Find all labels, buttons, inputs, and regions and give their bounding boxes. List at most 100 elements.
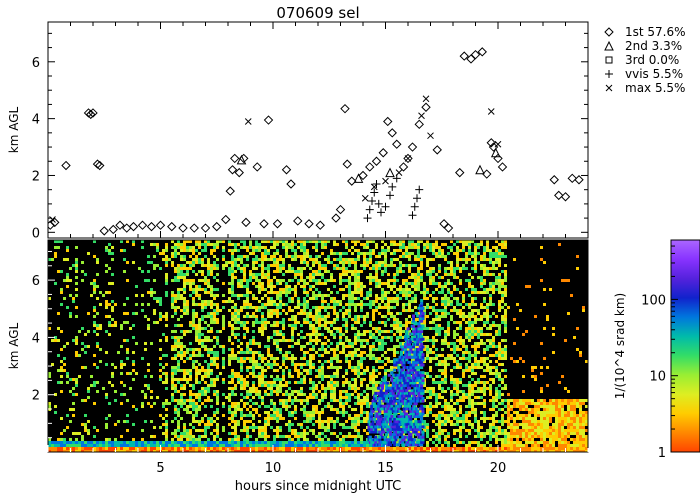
backscatter-cell	[183, 282, 186, 285]
backscatter-cell	[477, 330, 480, 333]
backscatter-cell	[297, 246, 300, 249]
backscatter-cell	[75, 267, 78, 270]
max-point	[428, 133, 434, 139]
backscatter-cell	[306, 399, 309, 402]
backscatter-cell	[174, 330, 177, 333]
backscatter-cell	[351, 318, 354, 321]
backscatter-cell	[165, 423, 168, 426]
backscatter-cell	[378, 321, 381, 324]
backscatter-cell	[54, 339, 57, 342]
backscatter-cell	[465, 369, 468, 372]
backscatter-cell	[201, 420, 204, 423]
backscatter-cell	[363, 333, 366, 336]
backscatter-cell	[324, 420, 327, 423]
1st-point	[260, 220, 268, 228]
backscatter-cell	[468, 321, 471, 324]
backscatter-cell	[78, 447, 81, 450]
backscatter-cell	[150, 444, 153, 447]
backscatter-cell	[276, 363, 279, 366]
backscatter-cell	[255, 441, 258, 444]
backscatter-cell	[261, 267, 264, 270]
backscatter-cell	[231, 285, 234, 288]
backscatter-cell	[306, 315, 309, 318]
backscatter-cell	[444, 360, 447, 363]
backscatter-cell	[162, 447, 165, 450]
backscatter-cell	[333, 384, 336, 387]
backscatter-cell	[318, 339, 321, 342]
backscatter-cell	[174, 390, 177, 393]
backscatter-cell	[174, 276, 177, 279]
backscatter-cell	[234, 393, 237, 396]
backscatter-cell	[318, 348, 321, 351]
backscatter-cell	[60, 360, 63, 363]
backscatter-cell	[246, 285, 249, 288]
backscatter-cell	[363, 246, 366, 249]
backscatter-cell	[279, 330, 282, 333]
backscatter-cell	[171, 447, 174, 450]
backscatter-cell	[381, 354, 384, 357]
backscatter-cell	[336, 381, 339, 384]
backscatter-cell	[309, 312, 312, 315]
backscatter-cell	[477, 429, 480, 432]
backscatter-cell	[294, 276, 297, 279]
backscatter-cell	[315, 321, 318, 324]
backscatter-cell	[213, 351, 216, 354]
backscatter-cell	[243, 384, 246, 387]
backscatter-cell	[135, 444, 138, 447]
backscatter-cell	[399, 270, 402, 273]
backscatter-cell	[231, 267, 234, 270]
backscatter-cell	[321, 318, 324, 321]
backscatter-cell	[438, 429, 441, 432]
backscatter-cell	[456, 387, 459, 390]
backscatter-cell	[444, 309, 447, 312]
backscatter-cell	[351, 324, 354, 327]
backscatter-cell	[177, 414, 180, 417]
backscatter-cell	[96, 429, 99, 432]
backscatter-cell	[306, 363, 309, 366]
backscatter-cell	[297, 399, 300, 402]
backscatter-cell	[360, 402, 363, 405]
backscatter-cell	[381, 360, 384, 363]
backscatter-cell	[339, 276, 342, 279]
backscatter-cell	[276, 261, 279, 264]
backscatter-cell	[402, 324, 405, 327]
backscatter-cell	[183, 267, 186, 270]
backscatter-cell	[471, 441, 474, 444]
backscatter-cell	[213, 303, 216, 306]
backscatter-cell	[63, 444, 66, 447]
backscatter-cell	[243, 381, 246, 384]
backscatter-cell	[339, 273, 342, 276]
backscatter-cell	[141, 309, 144, 312]
backscatter-cell	[354, 351, 357, 354]
backscatter-cell	[81, 447, 84, 450]
backscatter-cell	[135, 285, 138, 288]
backscatter-cell	[345, 243, 348, 246]
backscatter-cell	[432, 279, 435, 282]
backscatter-cell	[342, 261, 345, 264]
backscatter-cell	[243, 429, 246, 432]
backscatter-cell	[279, 339, 282, 342]
backscatter-cell	[270, 393, 273, 396]
backscatter-cell	[231, 261, 234, 264]
backscatter-cell	[111, 324, 114, 327]
backscatter-cell	[264, 258, 267, 261]
backscatter-cell	[288, 396, 291, 399]
backscatter-cell	[258, 327, 261, 330]
backscatter-cell	[444, 399, 447, 402]
backscatter-cell	[54, 282, 57, 285]
backscatter-cell	[318, 327, 321, 330]
backscatter-cell	[339, 399, 342, 402]
backscatter-cell	[54, 405, 57, 408]
backscatter-cell	[438, 393, 441, 396]
backscatter-cell	[363, 318, 366, 321]
backscatter-cell	[378, 261, 381, 264]
backscatter-cell	[276, 432, 279, 435]
backscatter-cell	[309, 255, 312, 258]
backscatter-cell	[183, 399, 186, 402]
backscatter-cell	[414, 282, 417, 285]
backscatter-cell	[324, 282, 327, 285]
backscatter-cell	[342, 318, 345, 321]
backscatter-cell	[366, 405, 369, 408]
backscatter-cell	[468, 327, 471, 330]
backscatter-cell	[246, 375, 249, 378]
